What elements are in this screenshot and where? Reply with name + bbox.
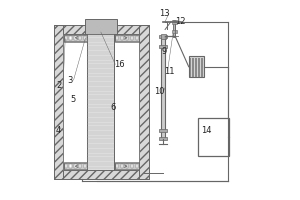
Text: 12: 12 [176, 17, 186, 26]
Bar [64, 164, 67, 168]
Bar [54, 170, 149, 179]
Bar [79, 164, 81, 168]
Bar [126, 164, 128, 168]
Bar [131, 164, 133, 168]
Bar [131, 36, 133, 40]
Bar [140, 25, 149, 179]
Bar [87, 34, 114, 170]
Bar [159, 129, 167, 132]
Text: 16: 16 [114, 60, 124, 69]
Bar [159, 45, 167, 48]
Bar [198, 118, 230, 156]
Bar [54, 25, 149, 34]
Bar [64, 163, 87, 169]
Bar [63, 34, 140, 170]
Bar [84, 36, 86, 40]
Bar [121, 164, 123, 168]
Bar [126, 36, 128, 40]
Bar [115, 162, 139, 170]
Bar [136, 36, 138, 40]
Bar [69, 164, 72, 168]
Bar [189, 56, 204, 77]
Bar [74, 36, 76, 40]
Bar [64, 34, 87, 42]
Bar [64, 35, 87, 41]
Bar [115, 35, 139, 41]
Bar [116, 36, 118, 40]
Bar [116, 164, 118, 168]
Bar [84, 164, 86, 168]
Text: 14: 14 [201, 126, 212, 135]
Text: 11: 11 [164, 67, 175, 76]
Bar [64, 162, 87, 170]
Bar [159, 35, 167, 38]
Text: 13: 13 [160, 9, 170, 18]
Bar [74, 164, 76, 168]
Bar [161, 36, 165, 139]
Bar [69, 36, 72, 40]
Bar [159, 137, 167, 140]
Bar [64, 36, 67, 40]
Bar [121, 36, 123, 40]
Bar [87, 34, 114, 170]
Bar [85, 19, 117, 34]
Bar [136, 164, 138, 168]
Bar [172, 30, 177, 33]
Text: 6: 6 [111, 103, 116, 112]
Text: 9: 9 [161, 47, 166, 56]
Bar [173, 20, 175, 37]
Text: 10: 10 [154, 87, 165, 96]
Text: 3: 3 [67, 76, 72, 85]
Text: 4: 4 [56, 126, 61, 135]
Text: 2: 2 [56, 81, 62, 90]
Bar [115, 163, 139, 169]
Bar [172, 20, 177, 24]
Bar [115, 34, 139, 42]
Bar [161, 34, 166, 39]
Bar [79, 36, 81, 40]
Text: 5: 5 [70, 95, 75, 104]
Bar [54, 25, 63, 179]
